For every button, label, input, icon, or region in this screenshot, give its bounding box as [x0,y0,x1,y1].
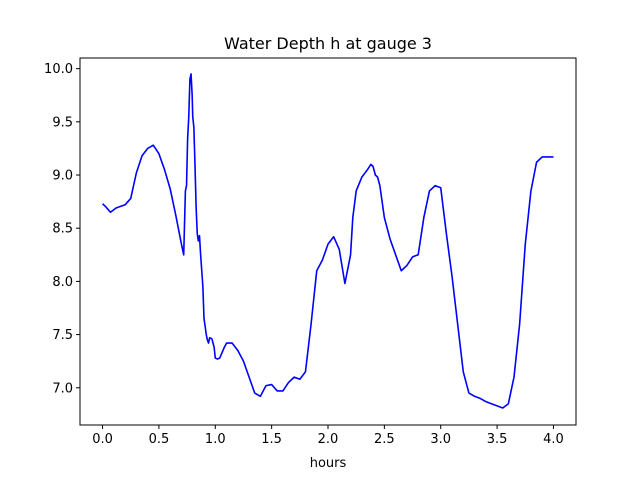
x-tick-label: 3.0 [430,432,451,447]
x-tick-label: 2.5 [374,432,395,447]
x-tick-label: 0.5 [149,432,170,447]
x-axis: 0.0 0.5 1.0 1.5 2.0 2.5 3.0 3.5 4.0 [92,425,564,447]
y-tick-label: 8.5 [52,222,73,237]
x-tick-label: 0.0 [92,432,113,447]
plot-frame [79,57,577,426]
x-tick-label: 4.0 [543,432,564,447]
y-axis: 7.0 7.5 8.0 8.5 9.0 9.5 10.0 [44,62,80,396]
series-layer [102,73,554,409]
x-tick-label: 3.5 [487,432,508,447]
chart-title: Water Depth h at gauge 3 [224,34,432,53]
y-tick-label: 7.0 [52,381,73,396]
x-axis-label: hours [310,456,347,471]
y-tick-label: 7.5 [52,328,73,343]
y-tick-label: 10.0 [44,62,73,77]
y-tick-label: 9.5 [52,115,73,130]
y-tick-label: 9.0 [52,169,73,184]
x-tick-label: 1.5 [261,432,282,447]
y-tick-label: 8.0 [52,275,73,290]
series-line [102,73,554,409]
x-tick-label: 1.0 [205,432,226,447]
plot-area: 0.0 0.5 1.0 1.5 2.0 2.5 3.0 3.5 4.0 7.0 7.5 8.0 8.5… [44,57,577,447]
x-tick-label: 2.0 [318,432,339,447]
